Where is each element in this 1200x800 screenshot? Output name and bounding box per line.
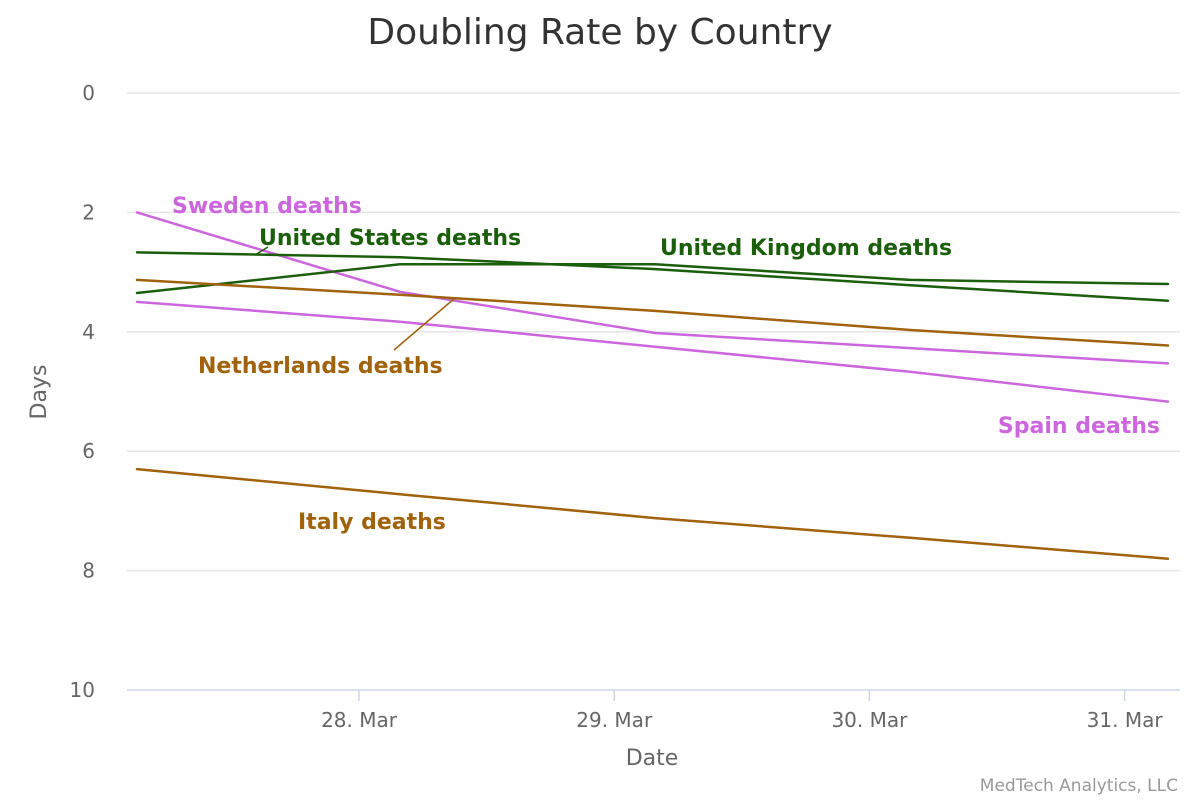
- connector-netherlands: [393, 297, 456, 351]
- series-label-united-states-deaths: United States deaths: [259, 226, 521, 251]
- y-tick-label: 8: [82, 559, 95, 583]
- series-labels: Sweden deaths United States deaths United …: [172, 194, 1160, 535]
- x-tick-label: 30. Mar: [831, 708, 908, 732]
- x-tick-label: 31. Mar: [1087, 708, 1164, 732]
- y-tick-label: 0: [82, 81, 95, 105]
- series-label-spain-deaths: Spain deaths: [998, 414, 1160, 439]
- series-line-italy-deaths[interactable]: [135, 467, 1170, 560]
- series-label-italy-deaths: Italy deaths: [298, 510, 446, 535]
- series-lines: [135, 211, 1170, 560]
- y-tick-label: 10: [70, 678, 95, 702]
- series-label-netherlands-deaths: Netherlands deaths: [198, 354, 443, 379]
- y-tick-label: 4: [82, 320, 95, 344]
- x-axis-title: Date: [626, 746, 679, 771]
- connector-united-states: [254, 246, 269, 256]
- series-line-united-states-deaths[interactable]: [135, 263, 1170, 295]
- series-line-united-kingdom-deaths[interactable]: [135, 251, 1170, 303]
- y-tick-label: 2: [82, 200, 95, 224]
- x-tick-label: 29. Mar: [576, 708, 653, 732]
- y-axis-title: Days: [27, 365, 52, 420]
- series-line-sweden-deaths[interactable]: [135, 211, 1170, 365]
- credits: MedTech Analytics, LLC: [980, 776, 1178, 796]
- series-line-netherlands-deaths[interactable]: [135, 278, 1170, 347]
- y-tick-label: 6: [82, 439, 95, 463]
- axes: 0 2 4 6 8 10 28. Mar 29. Mar 30. Mar 31. Mar: [70, 81, 1180, 732]
- x-tick-label: 28. Mar: [321, 708, 398, 732]
- series-label-united-kingdom-deaths: United Kingdom deaths: [660, 236, 952, 261]
- chart-title: Doubling Rate by Country: [367, 12, 833, 53]
- series-label-sweden-deaths: Sweden deaths: [172, 194, 362, 219]
- series-line-spain-deaths[interactable]: [135, 300, 1170, 403]
